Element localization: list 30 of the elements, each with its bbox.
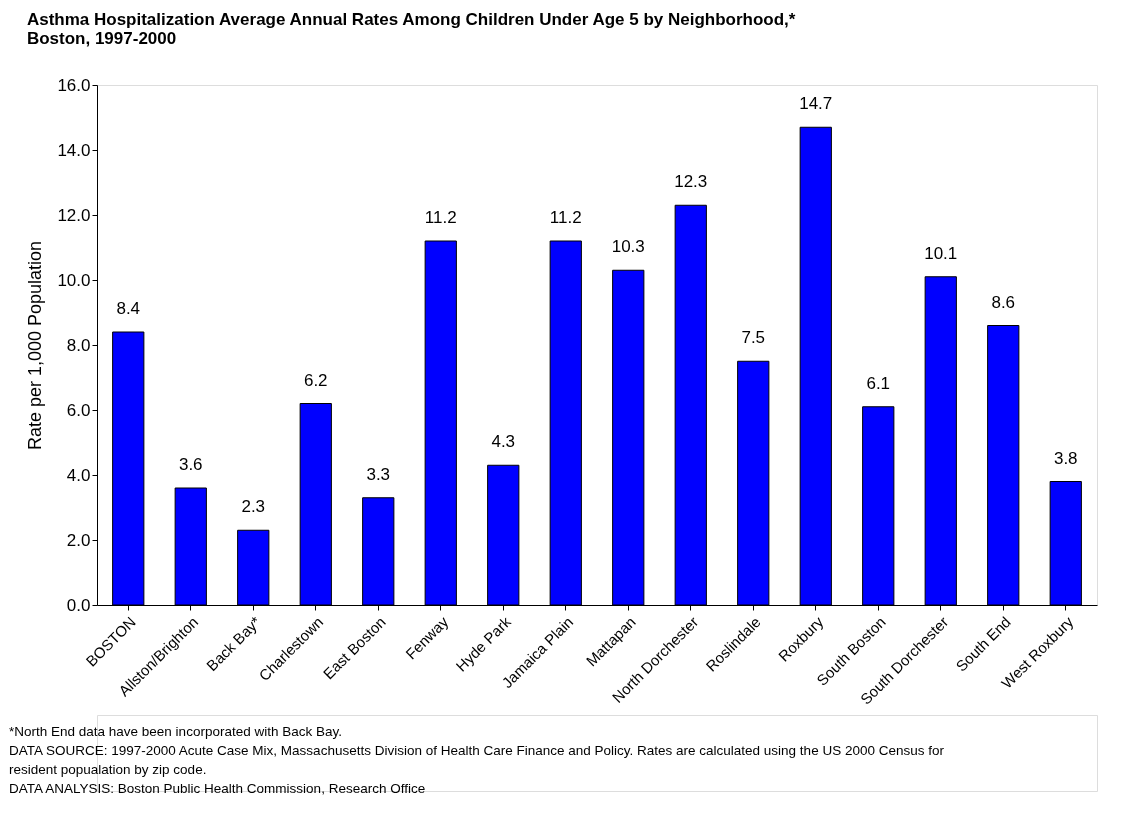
data-label: 6.2 [303, 370, 328, 390]
data-label: 3.6 [178, 455, 203, 474]
text: *North End data have been incorporated with Back Bay. [9, 723, 342, 739]
y-tick-label: 6.0 [66, 400, 91, 420]
data-label: 3.3 [366, 464, 391, 484]
source-note: DATA SOURCE: 1997-2000 Acute Case Mix, Massachusetts Division of Health Care Finance and Policy. Rates are calculated using the US 2000 Census for resident popualation by zip code. [9, 742, 945, 777]
y-tick-label: 4.0 [66, 465, 91, 485]
y-tick-label: 8.0 [66, 335, 91, 355]
chart-title: Asthma Hospitalization Average Annual Rates Among Children Under Age 5 by Neighborhood,* Boston, 1997-2000 [26, 10, 796, 48]
text: DATA ANALYSIS: Boston Public Health Commission, Research Office [9, 780, 426, 796]
data-label: 12.3 [674, 172, 708, 192]
y-tick-label: 14.0 [57, 140, 91, 160]
data-label: 11.2 [549, 208, 582, 227]
y-axis-title: Rate per 1,000 Population [25, 240, 46, 451]
y-tick-label: 0.0 [66, 595, 91, 615]
y-tick-label: 16.0 [57, 75, 91, 95]
data-label: 10.3 [611, 237, 645, 257]
data-label: 8.6 [991, 292, 1016, 312]
data-label: 10.1 [924, 243, 958, 263]
data-label: 7.5 [741, 328, 766, 348]
data-label: 11.2 [424, 208, 457, 227]
data-label: 14.7 [799, 94, 833, 114]
data-label: 4.3 [491, 432, 516, 452]
data-label: 2.3 [241, 497, 266, 517]
data-label: 6.1 [866, 373, 891, 393]
y-tick-label: 12.0 [57, 205, 91, 225]
y-tick-label: 10.0 [57, 270, 91, 290]
data-label: 3.8 [1053, 448, 1078, 468]
data-label: 8.4 [116, 299, 141, 318]
y-tick-label: 2.0 [66, 530, 91, 550]
